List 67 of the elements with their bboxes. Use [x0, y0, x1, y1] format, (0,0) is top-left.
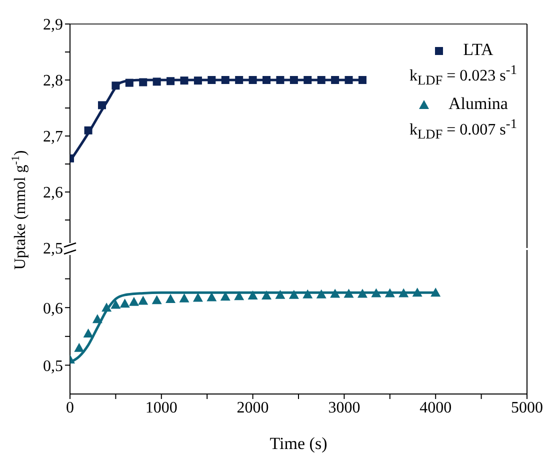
y-tick-label: 2,8 [43, 72, 63, 90]
y-tick-label: 2,5 [43, 240, 63, 258]
y-tick-label: 0,5 [43, 358, 63, 375]
point [138, 296, 148, 305]
point [166, 77, 175, 86]
point [304, 76, 312, 84]
y-tick-label: 2,6 [43, 184, 63, 202]
x-tick-label: 0 [66, 399, 74, 416]
x-tick-label: 1000 [145, 399, 178, 416]
point [208, 76, 216, 84]
y-tick-label: 2,7 [43, 128, 63, 146]
point [110, 300, 121, 309]
point [290, 76, 298, 84]
point [384, 288, 395, 298]
x-tick-label: 2000 [236, 399, 269, 416]
point [83, 328, 94, 338]
point [206, 292, 217, 302]
x-tick-label: 3000 [328, 399, 360, 416]
point [398, 288, 409, 298]
point [112, 82, 120, 90]
point [276, 76, 284, 84]
point [152, 295, 162, 304]
x-axis-title: Time (s) [270, 434, 328, 453]
point [92, 314, 102, 324]
x-tick-label: 5000 [511, 399, 543, 416]
point [192, 292, 203, 302]
point [316, 289, 326, 298]
point [102, 302, 112, 312]
point [288, 290, 299, 299]
point [248, 76, 257, 84]
legend-label: Alumina [448, 94, 508, 114]
point [180, 76, 188, 85]
point [412, 288, 422, 297]
point [358, 76, 366, 84]
point [262, 290, 272, 300]
point [152, 78, 161, 86]
point [262, 76, 271, 84]
point [235, 76, 244, 84]
point [84, 126, 92, 134]
point [179, 293, 190, 302]
annotation: k$_{LDF}$ = 0.007 s$^{-1}$ [409, 116, 517, 144]
point [128, 296, 139, 306]
point [330, 288, 340, 298]
point [357, 288, 368, 298]
point [302, 289, 313, 298]
point [331, 76, 340, 84]
point [317, 76, 326, 84]
point [194, 76, 202, 85]
legend-label: LTA [463, 40, 494, 60]
point [344, 76, 353, 84]
y-tick-label: 2,9 [43, 16, 63, 34]
point [98, 101, 106, 110]
point [120, 298, 130, 308]
point [166, 294, 176, 303]
point [221, 76, 230, 84]
point [234, 291, 244, 300]
point [371, 288, 382, 298]
annotation: k$_{LDF}$ = 0.023 s$^{-1}$ [409, 62, 517, 90]
point [125, 78, 134, 87]
point [74, 342, 84, 352]
x-tick-label: 4000 [420, 399, 452, 416]
point [344, 288, 354, 298]
point [430, 288, 441, 297]
y-tick-label: 0,6 [43, 300, 63, 318]
point [139, 78, 148, 86]
point [275, 290, 286, 299]
point [248, 290, 258, 300]
